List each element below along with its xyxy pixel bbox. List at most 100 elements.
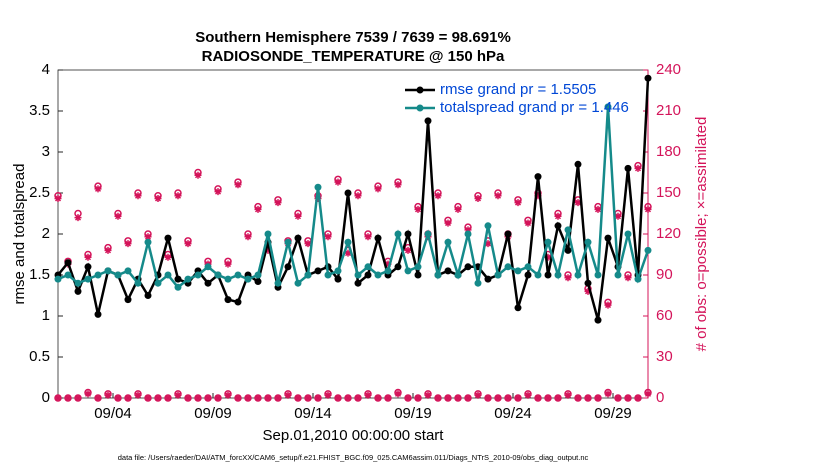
series-marker — [54, 275, 62, 283]
assimilated-marker — [614, 212, 622, 220]
series-marker — [594, 316, 602, 324]
assimilated-marker — [194, 171, 202, 179]
assimilated-marker — [314, 394, 322, 402]
assimilated-marker — [644, 205, 652, 213]
assimilated-marker — [594, 394, 602, 402]
assimilated-marker — [464, 226, 472, 234]
assimilated-marker — [644, 390, 652, 398]
assimilated-marker — [364, 233, 372, 241]
assimilated-marker — [514, 394, 522, 402]
assimilated-marker — [274, 199, 282, 207]
series-marker — [284, 238, 292, 246]
series-marker — [234, 271, 242, 279]
series-marker — [404, 267, 412, 275]
assimilated-marker — [324, 391, 332, 399]
assimilated-marker — [504, 394, 512, 402]
assimilated-marker — [264, 246, 272, 254]
series-marker — [204, 263, 212, 271]
y2-tick-label: 120 — [656, 225, 681, 242]
assimilated-marker — [114, 212, 122, 220]
assimilated-marker — [494, 394, 502, 402]
assimilated-marker — [474, 391, 482, 399]
y2-tick-label: 60 — [656, 307, 673, 324]
series-marker — [504, 230, 512, 238]
assimilated-marker — [584, 394, 592, 402]
assimilated-marker — [74, 214, 82, 222]
series-marker — [394, 230, 402, 238]
series-marker — [384, 267, 392, 275]
assimilated-marker — [244, 394, 252, 402]
assimilated-marker — [104, 246, 112, 254]
series-marker — [364, 263, 372, 271]
assimilated-marker — [264, 394, 272, 402]
assimilated-marker — [144, 233, 152, 241]
series-marker — [174, 275, 182, 283]
series-marker — [534, 271, 542, 279]
assimilated-marker — [614, 394, 622, 402]
series-marker — [74, 279, 82, 287]
assimilated-marker — [64, 394, 72, 402]
series-marker — [614, 271, 622, 279]
assimilated-marker — [554, 212, 562, 220]
assimilated-marker — [624, 394, 632, 402]
assimilated-marker — [74, 394, 82, 402]
assimilated-marker — [414, 394, 422, 402]
series-marker — [574, 271, 582, 279]
series-marker — [364, 271, 372, 279]
assimilated-marker — [444, 394, 452, 402]
assimilated-marker — [354, 394, 362, 402]
series-marker — [434, 271, 442, 279]
assimilated-marker — [384, 260, 392, 268]
series-marker — [334, 267, 342, 275]
assimilated-marker — [384, 394, 392, 402]
x-axis-label: Sep.01,2010 00:00:00 start — [263, 427, 445, 444]
assimilated-marker — [514, 199, 522, 207]
series-marker — [564, 246, 572, 254]
series-marker — [314, 183, 322, 191]
series-marker — [344, 238, 352, 246]
series-marker — [164, 234, 172, 242]
series-marker — [444, 267, 452, 275]
series-marker — [254, 278, 262, 286]
assimilated-marker — [454, 205, 462, 213]
x-tick-label: 09/14 — [294, 405, 332, 422]
series-marker — [134, 279, 142, 287]
y2-tick-label: 90 — [656, 266, 673, 283]
assimilated-marker — [104, 391, 112, 399]
series-marker — [544, 238, 552, 246]
assimilated-marker — [354, 192, 362, 200]
series-marker — [564, 226, 572, 234]
assimilated-marker — [334, 394, 342, 402]
y-tick-label: 2.5 — [29, 184, 50, 201]
series-marker — [144, 238, 152, 246]
assimilated-marker — [334, 178, 342, 186]
series-marker — [104, 267, 112, 275]
assimilated-marker — [154, 194, 162, 202]
series-marker — [394, 263, 402, 271]
series-marker — [194, 271, 202, 279]
series-marker — [204, 279, 212, 287]
series-marker — [584, 279, 592, 287]
series-marker — [314, 267, 322, 275]
y-tick-label: 1.5 — [29, 266, 50, 283]
assimilated-marker — [154, 394, 162, 402]
assimilated-marker — [234, 181, 242, 189]
assimilated-marker — [344, 394, 352, 402]
series-marker — [324, 271, 332, 279]
assimilated-marker — [164, 394, 172, 402]
y2-tick-label: 0 — [656, 389, 664, 406]
assimilated-marker — [634, 394, 642, 402]
series-marker — [484, 222, 492, 230]
series-marker — [624, 230, 632, 238]
assimilated-marker — [54, 394, 62, 402]
series-marker — [464, 230, 472, 238]
assimilated-marker — [94, 185, 102, 193]
assimilated-marker — [464, 394, 472, 402]
y-tick-label: 4 — [42, 61, 50, 78]
assimilated-marker — [574, 394, 582, 402]
assimilated-marker — [214, 188, 222, 196]
series-marker — [354, 271, 362, 279]
series-marker — [304, 271, 312, 279]
series-marker — [474, 279, 482, 287]
